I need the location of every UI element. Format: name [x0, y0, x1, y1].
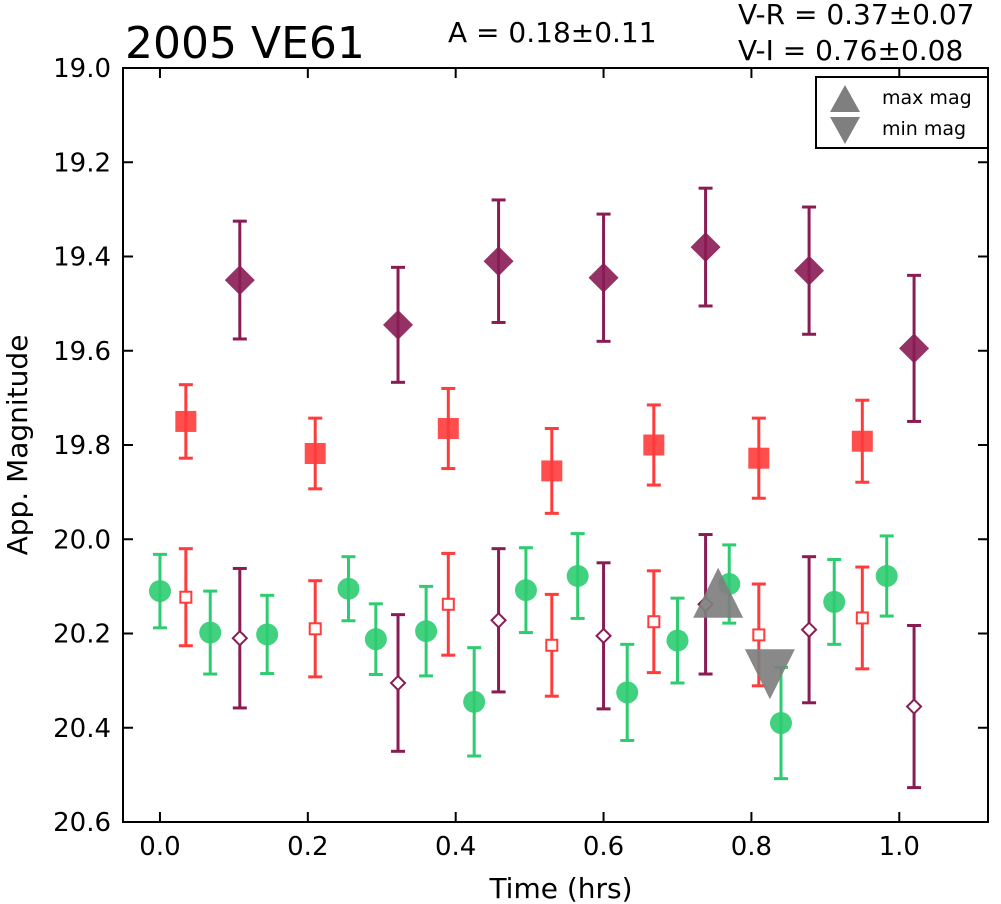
data-point [175, 410, 197, 432]
legend-max-mag-marker [830, 85, 860, 112]
chart-title: 2005 VE61 [125, 18, 365, 69]
data-point [748, 447, 770, 469]
data-point [647, 615, 661, 629]
v-i-annotation: V-I = 0.76±0.08 [738, 34, 963, 67]
data-point [899, 333, 930, 364]
data-point [364, 628, 387, 651]
data-point [514, 579, 537, 602]
x-tick-label: 0.0 [139, 832, 180, 862]
data-point [199, 621, 222, 644]
data-point [851, 430, 873, 452]
data-point [383, 309, 414, 340]
legend: max mag min mag [815, 76, 989, 149]
data-point [875, 565, 898, 588]
data-point [855, 611, 869, 625]
data-point [616, 681, 639, 704]
data-point [148, 580, 171, 603]
data-point [415, 620, 438, 643]
data-point [823, 590, 846, 613]
amplitude-annotation: A = 0.18±0.11 [448, 16, 657, 49]
data-point [304, 442, 326, 464]
data-point [643, 434, 665, 456]
data-point [690, 232, 721, 263]
series-3 [178, 547, 870, 698]
y-tick-label: 19.6 [53, 337, 111, 367]
x-tick-label: 1.0 [879, 832, 920, 862]
data-point [794, 255, 825, 286]
series-1 [175, 383, 873, 515]
data-point [595, 627, 612, 645]
data-point [483, 246, 514, 277]
y-tick-label: 20.2 [53, 620, 111, 650]
data-point [437, 418, 459, 440]
data-point [389, 674, 407, 692]
y-axis-label: App. Magnitude [1, 335, 34, 556]
data-point [308, 622, 322, 636]
min-mag-marker [744, 649, 795, 700]
max-mag-marker [693, 567, 744, 618]
data-point [231, 629, 249, 647]
data-point [337, 577, 360, 600]
data-point [752, 628, 766, 642]
series-2 [148, 532, 898, 781]
data-point [463, 690, 486, 713]
data-point [224, 265, 255, 296]
y-tick-label: 20.6 [53, 808, 111, 838]
data-point [666, 629, 689, 652]
y-tick-label: 19.0 [53, 54, 111, 84]
series-0 [224, 186, 930, 423]
y-tick-label: 20.4 [53, 714, 111, 744]
x-axis-label: Time (hrs) [488, 872, 632, 904]
data-point [800, 621, 818, 639]
x-tick-label: 0.2 [287, 832, 328, 862]
data-point [769, 712, 792, 735]
y-tick-label: 19.8 [53, 431, 111, 461]
data-point [179, 590, 193, 604]
data-point [905, 698, 923, 715]
data-point [545, 638, 559, 652]
axes: 0.0 0.2 0.4 0.6 0.8 1.0 19.0 19.2 19.4 19.6 19.8 20… [53, 54, 989, 862]
data-point [566, 565, 589, 588]
x-tick-label: 0.4 [435, 832, 476, 862]
v-r-annotation: V-R = 0.37±0.07 [738, 0, 974, 31]
legend-min-mag-marker [830, 117, 860, 144]
data-point [541, 460, 563, 482]
y-tick-label: 19.2 [53, 148, 111, 178]
data-point [588, 262, 619, 293]
legend-min-mag-label: min mag [882, 118, 966, 140]
legend-max-mag-label: max mag [882, 87, 972, 109]
x-tick-label: 0.6 [583, 832, 624, 862]
x-tick-label: 0.8 [731, 832, 772, 862]
plot-area [148, 186, 930, 790]
data-point [256, 623, 279, 646]
data-point [441, 597, 455, 611]
y-tick-label: 19.4 [53, 243, 111, 273]
data-point [490, 611, 507, 629]
y-tick-label: 20.0 [53, 525, 111, 555]
